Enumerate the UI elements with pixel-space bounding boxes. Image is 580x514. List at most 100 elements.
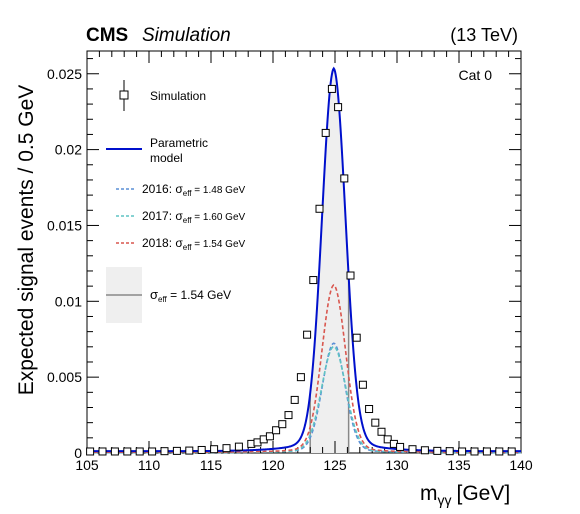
legend-2017-sigma: σ [175, 209, 183, 223]
y-tick-label: 0 [74, 445, 82, 461]
simulation-point [172, 446, 181, 455]
simulation-point [365, 405, 374, 414]
legend: Simulation Parametric model 2016: σeff =… [106, 80, 246, 323]
simulation-point [110, 447, 119, 456]
legend-2016-value: = 1.48 GeV [192, 185, 246, 196]
legend-simulation-marker [119, 90, 129, 100]
legend-2018-sigma: σ [175, 236, 183, 250]
simulation-point [86, 447, 95, 456]
cms-label: CMS [86, 25, 128, 46]
simulation-point [495, 447, 504, 456]
simulation-point [327, 84, 336, 93]
simulation-point [265, 432, 274, 441]
y-tick-label: 0.015 [47, 217, 82, 233]
legend-simulation-label: Simulation [150, 89, 206, 103]
legend-2018-sub: eff [183, 243, 193, 252]
simulation-point [284, 411, 293, 420]
curve-parametric-model [87, 66, 521, 453]
legend-band-sigma: σ [150, 287, 158, 302]
x-tick-label: 115 [200, 457, 223, 473]
simulation-point [371, 418, 380, 427]
legend-2018-year: 2018: [142, 236, 175, 250]
simulation-point [123, 447, 132, 456]
simulation-point [445, 447, 454, 456]
legend-2018-value: = 1.54 GeV [192, 239, 246, 250]
legend-band-value: = 1.54 GeV [167, 288, 231, 302]
simulation-point [135, 447, 144, 456]
legend-2016-sigma: σ [175, 182, 183, 196]
simulation-point [458, 447, 467, 456]
simulation-point [148, 447, 157, 456]
legend-2017-label: 2017: σeff = 1.60 GeV [142, 209, 246, 225]
curves [87, 66, 521, 454]
legend-model-label-1: Parametric [150, 136, 208, 150]
simulation-points [86, 84, 516, 456]
simulation-point [234, 442, 243, 451]
simulation-point [315, 204, 324, 213]
simulation-point [272, 426, 281, 435]
simulation-point [290, 395, 299, 404]
simulation-point [482, 447, 491, 456]
legend-2016-year: 2016: [142, 182, 175, 196]
simulation-point [408, 445, 417, 454]
legend-2017-year: 2017: [142, 209, 175, 223]
legend-model-label-2: model [150, 151, 183, 165]
plot-frame [86, 50, 522, 454]
simulation-point [303, 330, 312, 339]
category-label: Cat 0 [459, 67, 493, 83]
simulation-point [278, 420, 287, 429]
legend-2017-sub: eff [183, 216, 193, 225]
x-tick-label: 105 [75, 457, 99, 473]
simulation-point [185, 446, 194, 455]
simulation-point [358, 380, 367, 389]
x-tick-label: 140 [509, 457, 533, 473]
x-axis-label: mγγ [GeV] [420, 482, 510, 508]
y-tick-label: 0.02 [55, 142, 82, 158]
x-tick-label: 135 [447, 457, 471, 473]
simulation-point [210, 445, 219, 454]
simulation-point [160, 447, 169, 456]
legend-2017-value: = 1.60 GeV [192, 212, 246, 223]
simulation-point [396, 442, 405, 451]
simulation-point [340, 174, 349, 183]
simulation-point [352, 333, 361, 342]
curve-2016 [87, 342, 521, 454]
simulation-point [222, 444, 231, 453]
x-axis-label-main: m [420, 482, 438, 505]
curve-2017 [87, 345, 521, 454]
x-tick-label: 110 [138, 457, 161, 473]
x-tick-label: 130 [385, 457, 409, 473]
x-tick-label: 120 [261, 457, 285, 473]
simulation-point [98, 447, 107, 456]
x-axis-label-sub: γγ [438, 492, 452, 508]
simulation-point [321, 128, 330, 137]
y-axis-label: Expected signal events / 0.5 GeV [15, 85, 38, 396]
simulation-point [346, 271, 355, 280]
simulation-point [507, 447, 516, 456]
simulation-point [197, 445, 206, 454]
axis-ticks: 105 110 115 120 125 130 135 140 0 0.005 0.01 0.015 0… [47, 51, 533, 473]
simulation-label: Simulation [142, 25, 231, 46]
simulation-point [334, 103, 343, 112]
simulation-point [470, 447, 479, 456]
x-tick-label: 125 [323, 457, 347, 473]
y-tick-label: 0.01 [55, 293, 82, 309]
simulation-point [296, 373, 305, 382]
legend-2016-label: 2016: σeff = 1.48 GeV [142, 182, 246, 198]
simulation-point [383, 435, 392, 444]
y-tick-label: 0.005 [47, 369, 82, 385]
legend-band-label: σeff = 1.54 GeV [150, 287, 231, 304]
energy-label: (13 TeV) [450, 25, 518, 45]
simulation-point [309, 276, 318, 285]
legend-2016-sub: eff [183, 189, 193, 198]
simulation-point [433, 446, 442, 455]
curve-2018 [87, 284, 521, 454]
x-axis-label-unit: [GeV] [457, 482, 511, 505]
legend-band-sub: eff [158, 295, 168, 304]
simulation-point [377, 427, 386, 436]
simulation-point [420, 446, 429, 455]
legend-2018-label: 2018: σeff = 1.54 GeV [142, 236, 246, 252]
y-tick-label: 0.025 [47, 66, 82, 82]
